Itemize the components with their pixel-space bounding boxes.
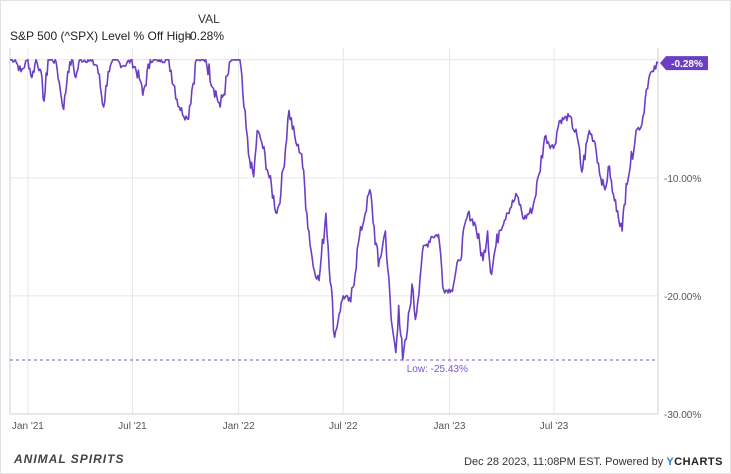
- x-axis: Jan '21 Jul '21 Jan '22 Jul '22 Jan '23 Jul '…: [12, 421, 569, 432]
- x-tick-label: Jan '22: [223, 421, 255, 432]
- gridlines: [9, 48, 659, 415]
- y-tick-label: -20.00%: [664, 292, 701, 303]
- x-tick-label: Jul '23: [540, 421, 569, 432]
- series-layer: [9, 59, 659, 361]
- legend-series-name[interactable]: S&P 500 (^SPX) Level % Off High: [10, 29, 192, 43]
- ycharts-logo[interactable]: YCHARTS: [666, 456, 723, 468]
- timestamp-credit: Dec 28 2023, 11:08PM EST. Powered by YCH…: [464, 456, 723, 468]
- x-tick-label: Jul '22: [329, 421, 358, 432]
- x-tick-label: Jan '23: [434, 421, 466, 432]
- legend-column-header: VAL: [198, 12, 220, 26]
- low-reference: Low: -25.43%: [10, 359, 658, 375]
- x-tick-label: Jul '21: [118, 421, 147, 432]
- low-label: Low: -25.43%: [407, 364, 468, 375]
- timestamp-text: Dec 28 2023, 11:08PM EST. Powered by: [464, 456, 664, 468]
- ycharts-y-mark: Y: [666, 456, 675, 468]
- y-tick-label: -30.00%: [664, 410, 701, 421]
- last-value-badge: -0.28%: [660, 56, 708, 71]
- legend-series-value: -0.28%: [186, 29, 225, 43]
- brand-logo: ANIMAL SPIRITS: [14, 452, 125, 466]
- ycharts-wordmark: CHARTS: [674, 456, 723, 468]
- y-tick-label: -10.00%: [664, 174, 701, 185]
- last-value-badge-shape: [660, 56, 708, 71]
- y-axis: 0.00%-10.00%-20.00%-30.00%: [664, 56, 701, 421]
- last-value-badge-label: -0.28%: [671, 59, 703, 70]
- x-tick-label: Jan '21: [12, 421, 44, 432]
- series-line-spx-off-high: [9, 59, 659, 361]
